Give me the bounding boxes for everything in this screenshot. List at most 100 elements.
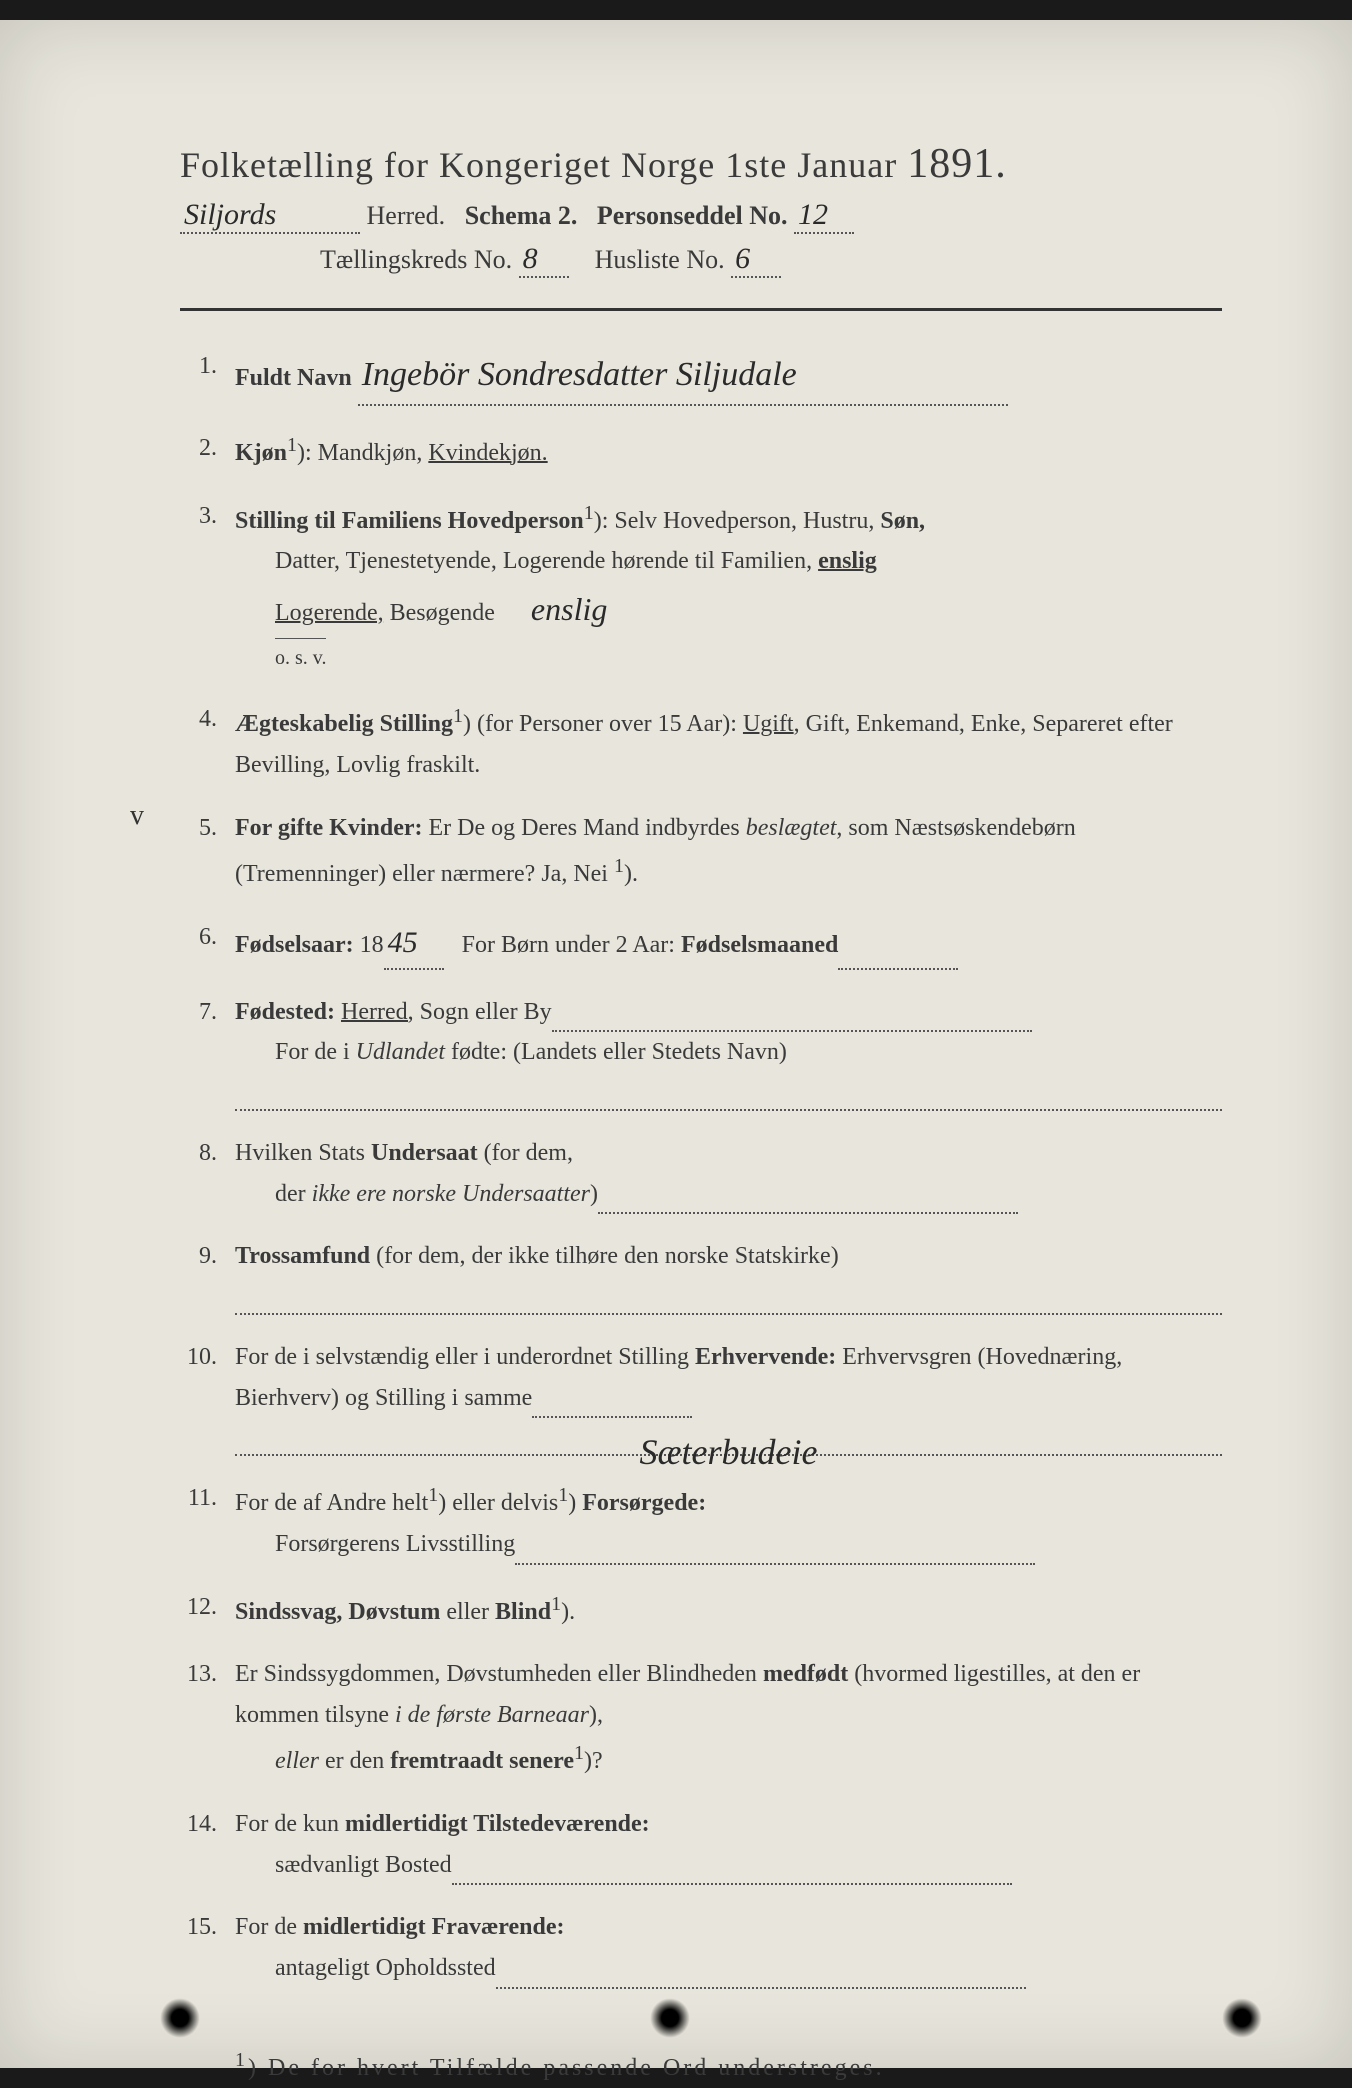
item-8-italic: ikke ere norske Undersaatter xyxy=(312,1181,590,1207)
kreds-line: Tællingskreds No. 8 Husliste No. 6 xyxy=(180,242,1222,278)
item-6-label: Fødselsaar: xyxy=(235,932,354,958)
item-8-text1: Hvilken Stats xyxy=(235,1140,371,1166)
item-3: 3. Stilling til Familiens Hovedperson1):… xyxy=(180,496,1222,678)
item-13-indent: eller er den fremtraadt senere1)? xyxy=(235,1748,603,1774)
item-13-italic: i de første Barneaar xyxy=(395,1702,589,1728)
margin-mark: v xyxy=(130,800,144,832)
item-3-line2a: Datter, Tjenestetyende, Logerende hørend… xyxy=(275,548,818,574)
item-9: 9. Trossamfund (for dem, der ikke tilhør… xyxy=(180,1236,1222,1314)
punch-hole-center xyxy=(650,1998,690,2038)
item-1-value: Ingebör Sondresdatter Siljudale xyxy=(358,346,1008,406)
item-8-indent: der ikke ere norske Undersaatter) xyxy=(235,1181,1018,1207)
item-10-label: Erhvervende: xyxy=(695,1344,836,1370)
item-14-label: midlertidigt Tilstedeværende: xyxy=(345,1811,650,1837)
item-13-text1: Er Sindssygdommen, Døvstumheden eller Bl… xyxy=(235,1661,763,1687)
item-2-label: Kjøn xyxy=(235,440,287,466)
item-13-text4: eller xyxy=(275,1748,319,1774)
footnote-sup: 1 xyxy=(235,2049,248,2071)
item-6: 6. Fødselsaar: 1845 For Børn under 2 Aar… xyxy=(180,917,1222,970)
item-8-label: Undersaat xyxy=(371,1140,478,1166)
item-5-body: For gifte Kvinder: Er De og Deres Mand i… xyxy=(235,808,1222,895)
item-10-value: Sæterbudeie xyxy=(640,1422,818,1483)
item-10-text1: For de i selvstændig eller i underordnet… xyxy=(235,1344,695,1370)
footnote-text: ) De for hvert Tilfælde passende Ord und… xyxy=(248,2055,885,2081)
item-7-num: 7. xyxy=(180,992,235,1111)
husliste-label: Husliste No. xyxy=(595,245,725,274)
item-12-text2: ). xyxy=(561,1599,575,1625)
item-11-text3: ) xyxy=(568,1490,582,1516)
item-1-label: Fuldt Navn xyxy=(235,365,352,391)
item-5-num: 5. xyxy=(180,808,235,895)
item-13: 13. Er Sindssygdommen, Døvstumheden elle… xyxy=(180,1654,1222,1781)
person-value: 12 xyxy=(794,198,854,234)
item-13-label: medfødt xyxy=(763,1661,848,1687)
herred-value: Siljords xyxy=(180,198,360,234)
item-3-hw: enslig xyxy=(531,582,607,636)
item-1: 1. Fuldt Navn Ingebör Sondresdatter Silj… xyxy=(180,346,1222,406)
header-divider xyxy=(180,308,1222,311)
kreds-label: Tællingskreds No. xyxy=(320,245,512,274)
item-9-num: 9. xyxy=(180,1236,235,1314)
item-8-num: 8. xyxy=(180,1133,235,1215)
title-year: 1891. xyxy=(907,141,1007,187)
item-3-enslig: enslig xyxy=(818,548,877,574)
item-7-body: Fødested: Herred, Sogn eller By For de i… xyxy=(235,992,1222,1111)
herred-label: Herred. xyxy=(367,201,446,230)
item-8-text2: (for dem, xyxy=(478,1140,573,1166)
item-7-label: Fødested: xyxy=(235,999,335,1025)
item-12: 12. Sindssvag, Døvstum eller Blind1). xyxy=(180,1587,1222,1633)
item-1-body: Fuldt Navn Ingebör Sondresdatter Siljuda… xyxy=(235,346,1222,406)
item-2-text: ): Mandkjøn, xyxy=(297,440,428,466)
item-15-body: For de midlertidigt Fraværende: antageli… xyxy=(235,1907,1222,1989)
item-5-beslaegtet: beslægtet xyxy=(746,815,837,841)
item-5-sup: 1 xyxy=(614,855,624,877)
item-2-underlined: Kvindekjøn. xyxy=(428,440,547,466)
item-4-ugift: Ugift xyxy=(743,711,794,737)
item-15-text1: For de xyxy=(235,1914,303,1940)
item-5-text3: ). xyxy=(624,861,638,887)
item-11-num: 11. xyxy=(180,1478,235,1565)
item-2-body: Kjøn1): Mandkjøn, Kvindekjøn. xyxy=(235,428,1222,474)
item-11-text4: Forsørgerens Livsstilling xyxy=(275,1531,515,1557)
item-13-label2: fremtraadt senere xyxy=(390,1748,574,1774)
item-13-text6: )? xyxy=(584,1748,603,1774)
item-2-num: 2. xyxy=(180,428,235,474)
item-3-indent3: o. s. v. xyxy=(235,644,326,670)
item-2-sup: 1 xyxy=(287,434,297,456)
item-11-sup1: 1 xyxy=(428,1484,438,1506)
item-5-label: For gifte Kvinder: xyxy=(235,815,423,841)
item-8-body: Hvilken Stats Undersaat (for dem, der ik… xyxy=(235,1133,1222,1215)
item-11-sup2: 1 xyxy=(558,1484,568,1506)
item-6-blank xyxy=(838,941,958,970)
item-6-text2: For Børn under 2 Aar: xyxy=(456,932,681,958)
item-3-sup: 1 xyxy=(584,502,594,524)
form-header: Folketælling for Kongeriget Norge 1ste J… xyxy=(180,140,1222,278)
item-4-sup: 1 xyxy=(453,705,463,727)
item-10-body: For de i selvstændig eller i underordnet… xyxy=(235,1337,1222,1456)
item-10-value-line: Sæterbudeie xyxy=(235,1422,1222,1456)
item-14-blank xyxy=(452,1857,1012,1886)
item-7-indent: For de i Udlandet fødte: (Landets eller … xyxy=(235,1039,787,1065)
item-1-num: 1. xyxy=(180,346,235,406)
item-5-text1: Er De og Deres Mand indbyrdes xyxy=(423,815,746,841)
item-4-num: 4. xyxy=(180,699,235,786)
item-3-line1: ): Selv Hovedperson, Hustru, xyxy=(594,508,881,534)
item-14-text2: sædvanligt Bosted xyxy=(275,1852,452,1878)
item-6-body: Fødselsaar: 1845 For Børn under 2 Aar: F… xyxy=(235,917,1222,970)
item-6-num: 6. xyxy=(180,917,235,970)
item-13-text3: ), xyxy=(589,1702,603,1728)
item-6-prefix: 18 xyxy=(354,932,384,958)
punch-hole-left xyxy=(160,1998,200,2038)
item-7-text3: fødte: (Landets eller Stedets Navn) xyxy=(445,1039,787,1065)
item-3-indent2: Logerende, Besøgende enslig xyxy=(235,600,607,626)
title-prefix: Folketælling for Kongeriget Norge 1ste J… xyxy=(180,145,897,185)
title-line: Folketælling for Kongeriget Norge 1ste J… xyxy=(180,140,1222,188)
item-11-text2: ) eller delvis xyxy=(438,1490,558,1516)
item-13-text5: er den xyxy=(319,1748,390,1774)
item-4-label: Ægteskabelig Stilling xyxy=(235,711,453,737)
item-13-body: Er Sindssygdommen, Døvstumheden eller Bl… xyxy=(235,1654,1222,1781)
item-15-indent: antageligt Opholdssted xyxy=(235,1955,1026,1981)
item-6-label2: Fødselsmaaned xyxy=(681,932,838,958)
item-9-blank xyxy=(235,1281,1222,1315)
item-7-blank2 xyxy=(235,1077,1222,1111)
